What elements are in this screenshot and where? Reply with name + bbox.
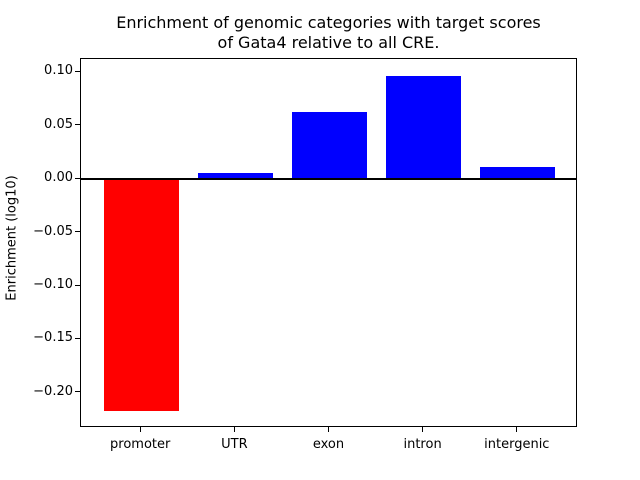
x-tick-label-intron: intron xyxy=(403,437,442,452)
chart-title-line2: of Gata4 relative to all CRE. xyxy=(217,33,440,52)
y-tick-mark xyxy=(75,284,80,286)
bar-intron xyxy=(386,75,462,180)
zero-line xyxy=(81,178,576,181)
bar-exon xyxy=(291,111,368,180)
x-tick-mark xyxy=(233,427,235,432)
y-tick-label: 0.00 xyxy=(44,170,73,186)
y-tick-label: −0.15 xyxy=(33,330,73,346)
x-tick-mark xyxy=(422,427,424,432)
chart-title: Enrichment of genomic categories with ta… xyxy=(80,13,577,53)
bar-promoter xyxy=(103,179,179,411)
chart-title-line1: Enrichment of genomic categories with ta… xyxy=(116,13,541,32)
y-tick-mark xyxy=(75,70,80,72)
y-tick-mark xyxy=(75,177,80,179)
x-tick-label-exon: exon xyxy=(312,437,345,452)
y-tick-label: 0.05 xyxy=(44,116,73,132)
x-tick-mark xyxy=(516,427,518,432)
plot-area xyxy=(80,58,577,427)
x-tick-mark xyxy=(139,427,141,432)
bar-intergenic xyxy=(480,167,556,180)
y-tick-mark xyxy=(75,124,80,126)
y-tick-mark xyxy=(75,337,80,339)
x-tick-label-intergenic: intergenic xyxy=(484,437,550,452)
y-tick-mark xyxy=(75,391,80,393)
y-tick-label: −0.20 xyxy=(33,383,73,399)
bar-UTR xyxy=(197,172,273,180)
x-tick-label-UTR: UTR xyxy=(221,437,248,452)
y-axis-label: Enrichment (log10) xyxy=(4,175,20,301)
y-tick-label: −0.05 xyxy=(33,223,73,239)
y-tick-mark xyxy=(75,231,80,233)
x-tick-label-promoter: promoter xyxy=(110,437,171,452)
y-tick-label: 0.10 xyxy=(44,63,73,79)
x-tick-mark xyxy=(328,427,329,432)
y-tick-label: −0.10 xyxy=(33,277,73,292)
